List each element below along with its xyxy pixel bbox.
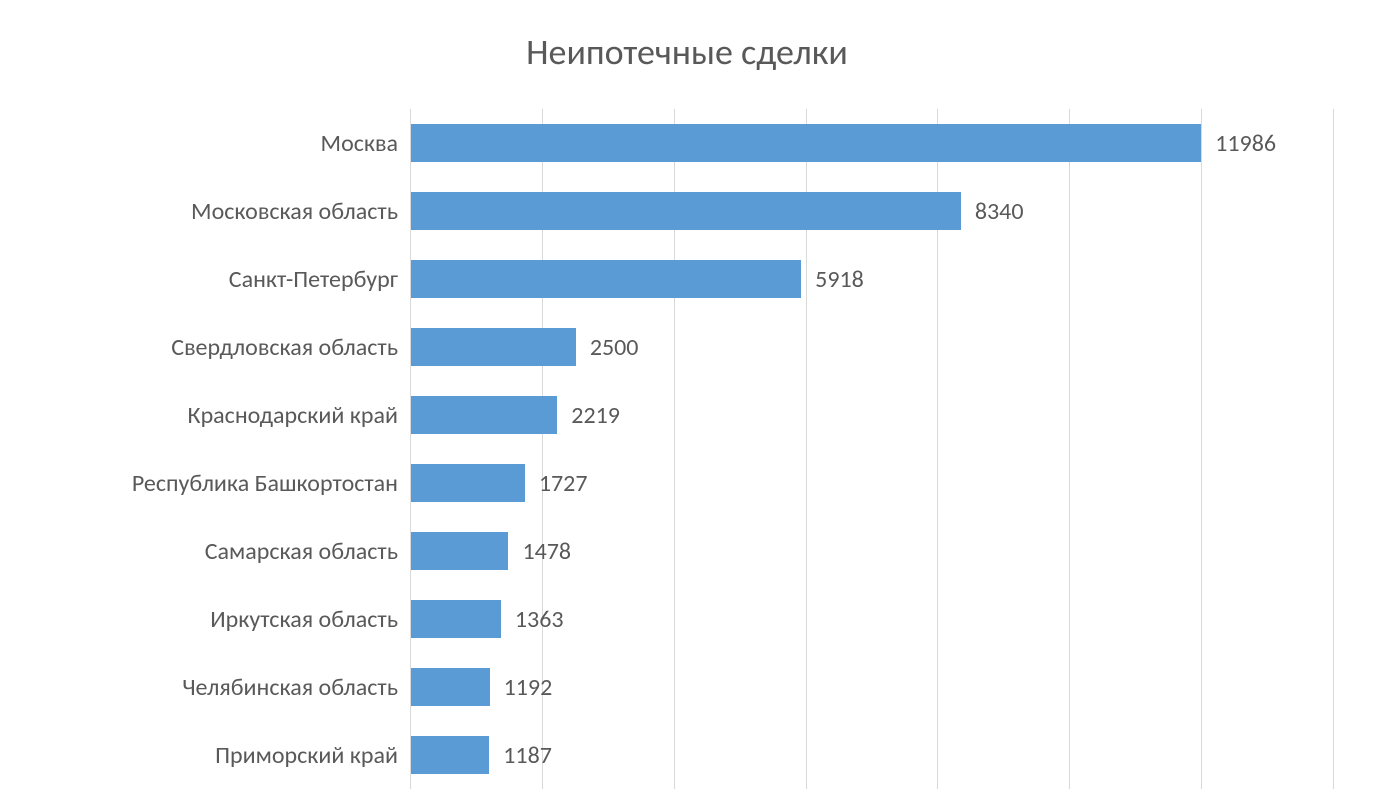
- bar-row: 11986: [411, 109, 1334, 177]
- bar: [411, 328, 576, 366]
- bar-row: 1192: [411, 653, 1334, 721]
- plot-area: 11986 8340 5918 2500 2219 1727 1478 1363 1192 118…: [410, 109, 1334, 789]
- bar-row: 2219: [411, 381, 1334, 449]
- chart-area: МоскваМосковская областьСанкт-ПетербургС…: [40, 109, 1334, 789]
- bar-row: 2500: [411, 313, 1334, 381]
- bar: [411, 192, 961, 230]
- bar-value-label: 1727: [539, 469, 588, 498]
- bar-row: 1187: [411, 721, 1334, 789]
- bar: [411, 464, 525, 502]
- bar-row: 8340: [411, 177, 1334, 245]
- y-axis-label: Московская область: [40, 177, 398, 245]
- y-axis-labels: МоскваМосковская областьСанкт-ПетербургС…: [40, 109, 410, 789]
- bar-value-label: 5918: [815, 265, 864, 294]
- y-axis-label: Самарская область: [40, 517, 398, 585]
- bar-value-label: 1478: [522, 537, 571, 566]
- bar: [411, 124, 1201, 162]
- bar: [411, 600, 501, 638]
- bar-row: 5918: [411, 245, 1334, 313]
- bars-container: 11986 8340 5918 2500 2219 1727 1478 1363 1192 118…: [411, 109, 1334, 789]
- bar: [411, 260, 801, 298]
- y-axis-label: Санкт-Петербург: [40, 245, 398, 313]
- bar: [411, 668, 490, 706]
- y-axis-label: Свердловская область: [40, 313, 398, 381]
- chart-title: Неипотечные сделки: [40, 30, 1334, 74]
- bar-value-label: 11986: [1215, 129, 1276, 158]
- bar-value-label: 1192: [504, 673, 553, 702]
- bar-row: 1363: [411, 585, 1334, 653]
- y-axis-label: Республика Башкортостан: [40, 449, 398, 517]
- y-axis-label: Иркутская область: [40, 585, 398, 653]
- bar-value-label: 8340: [975, 197, 1024, 226]
- bar-row: 1727: [411, 449, 1334, 517]
- bar: [411, 736, 489, 774]
- bar-row: 1478: [411, 517, 1334, 585]
- y-axis-label: Москва: [40, 109, 398, 177]
- y-axis-label: Краснодарский край: [40, 381, 398, 449]
- bar-value-label: 1187: [503, 741, 552, 770]
- bar: [411, 396, 557, 434]
- bar-value-label: 1363: [515, 605, 564, 634]
- y-axis-label: Челябинская область: [40, 653, 398, 721]
- y-axis-label: Приморский край: [40, 721, 398, 789]
- bar: [411, 532, 508, 570]
- chart-container: Неипотечные сделки МоскваМосковская обла…: [0, 0, 1374, 812]
- bar-value-label: 2219: [571, 401, 620, 430]
- bar-value-label: 2500: [590, 333, 639, 362]
